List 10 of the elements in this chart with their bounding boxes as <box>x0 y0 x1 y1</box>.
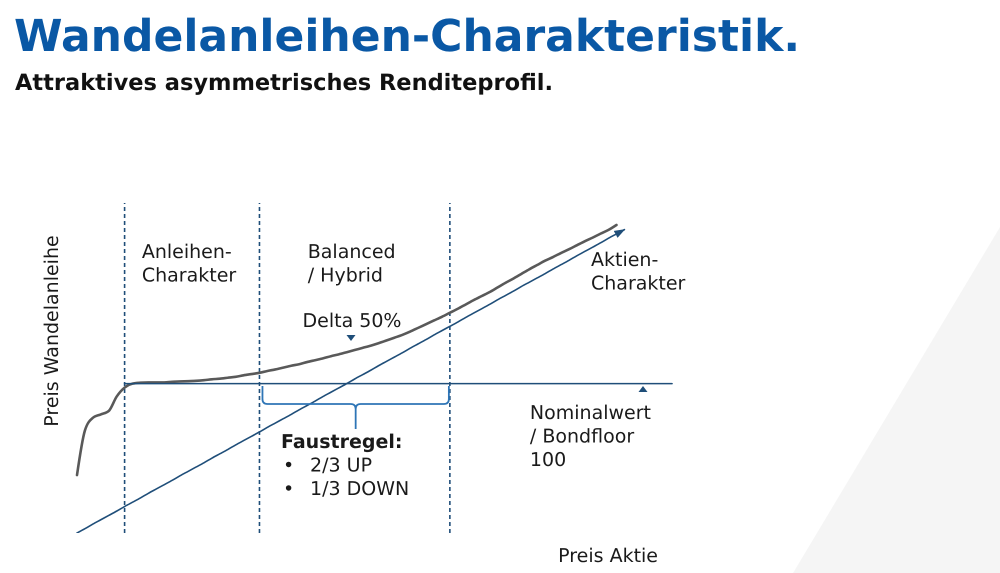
annotation: Nominalwert / Bondfloor 100 <box>530 402 658 471</box>
annotation: Aktien- Charakter <box>591 249 686 294</box>
chart-subtitle: Attraktives asymmetrisches Renditeprofil. <box>15 70 554 96</box>
annotation: Delta 50% <box>302 310 402 332</box>
annotation: Balanced / Hybrid <box>308 241 402 286</box>
x-axis-title: Preis Aktie <box>558 545 658 567</box>
chart-title: Wandelanleihen-Charakteristik. <box>14 11 800 62</box>
annotation: Faustregel: • 2/3 UP • 1/3 DOWN <box>281 431 410 500</box>
annotation: Anleihen- Charakter <box>142 241 238 286</box>
y-axis-title: Preis Wandelanleihe <box>41 235 63 427</box>
